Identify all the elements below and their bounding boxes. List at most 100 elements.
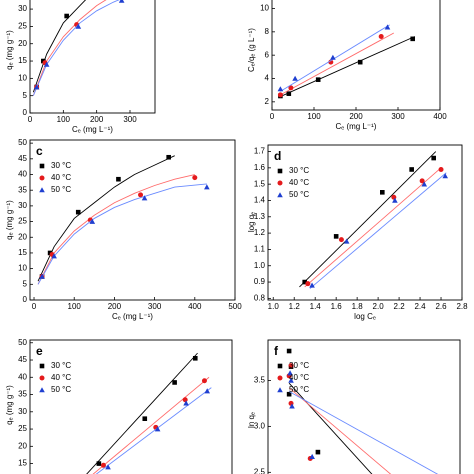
fit-line <box>299 151 437 288</box>
x-tick-label: 100 <box>57 115 71 124</box>
data-point <box>315 449 321 455</box>
fit-line <box>37 174 195 285</box>
data-point <box>96 461 102 466</box>
data-point <box>118 0 125 3</box>
data-point <box>166 154 171 160</box>
data-point <box>51 253 57 259</box>
fit-line <box>37 155 175 282</box>
data-point <box>286 91 292 96</box>
x-tick-label: 2.8 <box>456 302 468 311</box>
axes-frame <box>29 139 236 301</box>
data-point <box>192 175 198 181</box>
data-point <box>442 173 449 179</box>
data-point <box>201 378 207 384</box>
y-tick-label: 50 <box>18 138 27 147</box>
plot-area <box>277 24 415 99</box>
y-tick-label: 45 <box>18 154 27 163</box>
y-tick-label: 3.5 <box>254 376 266 385</box>
legend-marker <box>39 187 45 193</box>
x-axis-title: Cₑ (mg L⁻¹) <box>72 125 113 134</box>
y-tick-label: 10 <box>260 4 269 13</box>
y-tick-label: 20 <box>18 39 27 48</box>
legend-label: 30 °C <box>51 161 71 170</box>
data-point <box>419 178 425 184</box>
y-tick-label: 0 <box>23 295 28 304</box>
x-tick-label: 100 <box>307 112 321 121</box>
axes-frame <box>267 339 461 474</box>
legend-label: 50 °C <box>51 385 71 394</box>
data-point <box>172 380 177 385</box>
y-tick-label: 4 <box>265 74 270 83</box>
y-axis-title: log qₑ <box>247 212 256 232</box>
data-point <box>333 234 339 239</box>
data-point <box>116 176 121 182</box>
x-tick-label: 1.6 <box>331 302 343 311</box>
legend-label: 50 °C <box>289 385 309 394</box>
axes-frame <box>29 0 156 114</box>
fit-line <box>280 32 395 96</box>
data-point <box>378 34 384 39</box>
y-tick-label: 25 <box>18 217 27 226</box>
data-point <box>43 61 50 67</box>
y-tick-label: 1.6 <box>254 163 266 172</box>
data-point <box>286 348 292 354</box>
y-tick-label: 25 <box>18 22 27 31</box>
y-tick-label: 1.0 <box>254 261 266 270</box>
panel-label: f <box>274 344 279 358</box>
x-tick-label: 2.6 <box>435 302 447 311</box>
data-point <box>292 75 298 81</box>
fit-line <box>86 352 198 474</box>
data-point <box>286 391 292 397</box>
data-point <box>287 370 293 376</box>
x-tick-label: 300 <box>123 115 137 124</box>
data-point <box>343 238 350 244</box>
data-point <box>204 388 211 394</box>
y-tick-label: 5 <box>23 279 28 288</box>
y-tick-label: 20 <box>18 441 27 450</box>
x-tick-label: 200 <box>90 115 104 124</box>
y-tick-label: 1.7 <box>254 147 266 156</box>
data-point <box>302 279 308 285</box>
data-point <box>431 155 436 161</box>
data-point <box>309 453 315 460</box>
data-point <box>409 167 414 172</box>
x-tick-label: 2.4 <box>414 302 426 311</box>
legend-label: 30 °C <box>51 361 71 370</box>
data-point <box>288 363 294 369</box>
data-point <box>357 59 363 65</box>
x-tick-label: 200 <box>349 112 363 121</box>
y-tick-label: 35 <box>18 390 27 399</box>
data-point <box>384 24 391 30</box>
y-tick-label: 1.5 <box>254 179 266 188</box>
fit-line <box>309 172 447 289</box>
data-point <box>410 36 415 42</box>
plot-area <box>286 348 439 474</box>
y-axis-title: Cₑ/qₑ (g L⁻¹) <box>247 28 256 72</box>
data-point <box>338 237 344 243</box>
legend-marker <box>277 375 283 381</box>
legend-marker <box>39 375 45 381</box>
x-tick-label: 2.2 <box>394 302 406 311</box>
data-point <box>39 273 45 279</box>
data-point <box>47 250 53 256</box>
y-tick-label: 15 <box>18 459 27 468</box>
x-tick-label: 0 <box>270 112 275 121</box>
legend-marker <box>277 192 283 198</box>
fit-line <box>95 387 212 474</box>
x-tick-label: 200 <box>108 302 122 311</box>
fit-line <box>280 24 390 92</box>
x-tick-label: 1.4 <box>310 302 322 311</box>
y-tick-label: 1.2 <box>254 228 266 237</box>
data-point <box>141 195 148 201</box>
y-tick-label: 20 <box>18 232 27 241</box>
axes-frame <box>29 339 233 474</box>
x-tick-label: 2.0 <box>373 302 385 311</box>
legend-label: 50 °C <box>289 190 309 199</box>
y-tick-label: 10 <box>18 264 27 273</box>
data-point <box>33 84 40 90</box>
panel-label: e <box>36 344 43 358</box>
y-tick-label: 8 <box>265 27 270 36</box>
y-tick-label: 5 <box>23 91 28 100</box>
x-tick-label: 1.0 <box>268 302 280 311</box>
fit-line <box>280 36 415 97</box>
